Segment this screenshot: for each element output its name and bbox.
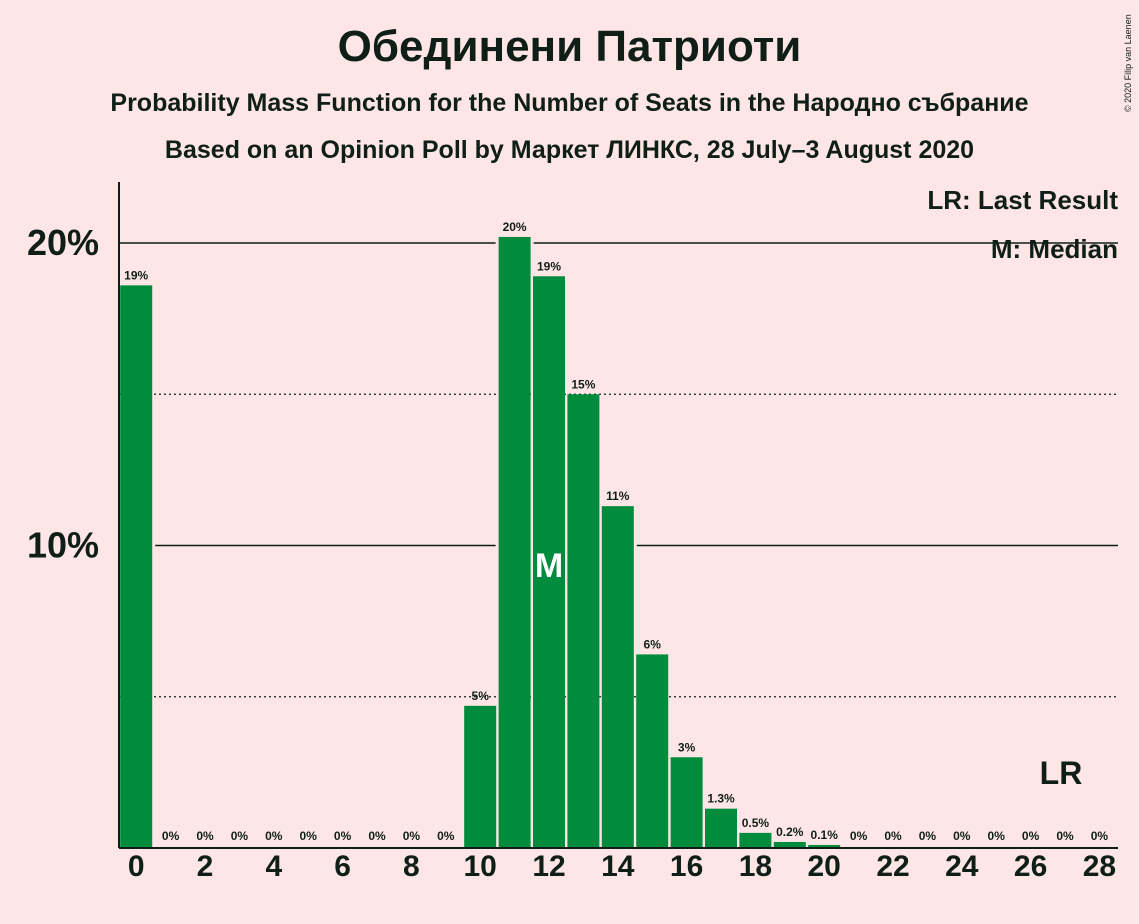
x-tick-label-22: 22	[876, 850, 909, 883]
bar-20	[808, 844, 841, 848]
x-tick-label-24: 24	[945, 850, 979, 883]
legend-last-result: LR: Last Result	[927, 185, 1118, 215]
data-label-1: 0%	[162, 829, 180, 843]
data-label-6: 0%	[334, 829, 352, 843]
data-label-27: 0%	[1056, 829, 1074, 843]
data-label-19: 0.2%	[776, 825, 804, 839]
bar-13	[567, 394, 600, 848]
x-tick-label-26: 26	[1014, 850, 1047, 883]
bar-18	[739, 832, 772, 848]
bar-16	[670, 757, 703, 848]
data-label-24: 0%	[953, 829, 971, 843]
bar-11	[498, 236, 531, 848]
chart-subtitle: Probability Mass Function for the Number…	[110, 89, 1029, 117]
bar-14	[601, 506, 634, 848]
data-label-23: 0%	[919, 829, 937, 843]
data-label-4: 0%	[265, 829, 283, 843]
data-label-8: 0%	[403, 829, 421, 843]
x-tick-label-8: 8	[403, 850, 420, 883]
chart-title: Обединени Патриоти	[337, 22, 802, 71]
chart-source-line: Based on an Opinion Poll by Маркет ЛИНКС…	[164, 136, 975, 164]
data-label-20: 0.1%	[811, 828, 839, 842]
data-label-18: 0.5%	[742, 816, 770, 830]
x-tick-label-28: 28	[1083, 850, 1116, 883]
data-label-22: 0%	[884, 829, 902, 843]
data-label-10: 5%	[472, 689, 490, 703]
data-label-12: 19%	[537, 259, 561, 273]
x-tick-label-18: 18	[739, 850, 772, 883]
x-tick-label-14: 14	[601, 850, 635, 883]
bar-10	[464, 705, 497, 848]
data-label-28: 0%	[1091, 829, 1109, 843]
bar-17	[705, 808, 737, 848]
data-label-3: 0%	[231, 829, 249, 843]
legend-median: M: Median	[991, 234, 1118, 264]
data-label-5: 0%	[300, 829, 318, 843]
data-label-15: 6%	[644, 637, 662, 651]
x-tick-label-4: 4	[265, 850, 282, 883]
x-tick-label-0: 0	[128, 850, 145, 883]
data-label-13: 15%	[571, 377, 595, 391]
bar-12	[533, 276, 565, 848]
data-label-21: 0%	[850, 829, 868, 843]
x-tick-label-10: 10	[464, 850, 497, 883]
data-label-2: 0%	[196, 829, 214, 843]
y-tick-label-20: 20%	[27, 222, 99, 263]
data-label-9: 0%	[437, 829, 455, 843]
last-result-marker: LR	[1040, 755, 1083, 791]
data-label-14: 11%	[606, 489, 630, 503]
x-tick-label-12: 12	[532, 850, 565, 883]
x-tick-label-2: 2	[197, 850, 214, 883]
data-label-16: 3%	[678, 740, 696, 754]
bar-19	[773, 841, 806, 848]
x-tick-label-20: 20	[808, 850, 841, 883]
x-tick-label-16: 16	[670, 850, 703, 883]
data-label-7: 0%	[368, 829, 386, 843]
bar-15	[636, 654, 669, 848]
data-label-17: 1.3%	[707, 792, 735, 806]
y-tick-label-10: 10%	[27, 525, 99, 566]
data-label-25: 0%	[988, 829, 1006, 843]
bar-0	[120, 285, 153, 849]
data-label-26: 0%	[1022, 829, 1040, 843]
data-label-11: 20%	[503, 220, 527, 234]
x-tick-label-6: 6	[334, 850, 351, 883]
median-marker: M	[535, 547, 563, 585]
data-label-0: 19%	[124, 268, 148, 282]
